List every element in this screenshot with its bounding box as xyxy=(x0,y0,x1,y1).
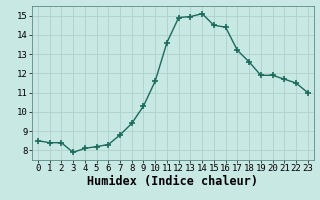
X-axis label: Humidex (Indice chaleur): Humidex (Indice chaleur) xyxy=(87,175,258,188)
